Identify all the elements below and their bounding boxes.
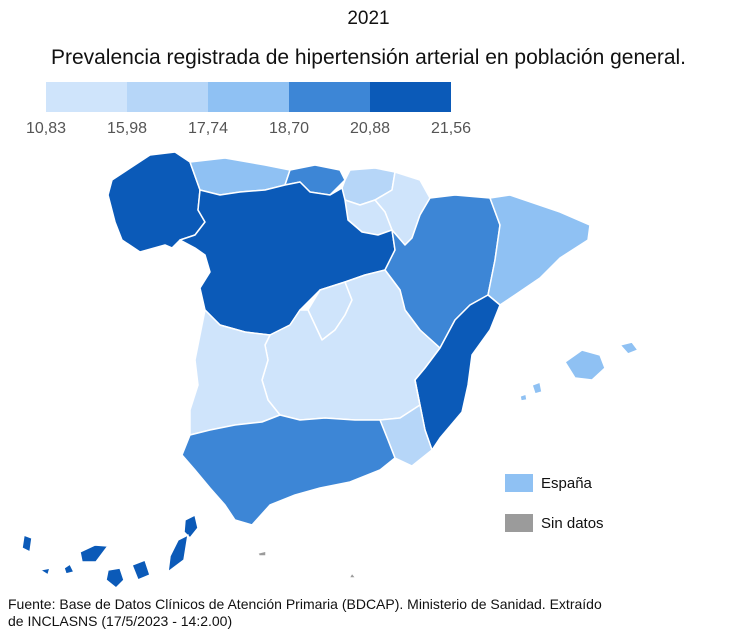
region-andalucia[interactable] xyxy=(181,414,396,526)
region-canarias-el-hierro[interactable] xyxy=(39,567,51,576)
key-no-data-label: Sin datos xyxy=(541,514,604,532)
legend-bin-5 xyxy=(370,82,451,112)
key-spain: España xyxy=(505,474,592,492)
source-note: Fuente: Base de Datos Clínicos de Atenci… xyxy=(8,596,602,629)
color-legend xyxy=(46,82,451,112)
legend-label: 15,98 xyxy=(106,120,148,137)
region-canarias-tenerife[interactable] xyxy=(79,544,109,563)
legend-label: 21,56 xyxy=(430,120,472,137)
legend-labels: 10,83 15,98 17,74 18,70 20,88 21,56 xyxy=(0,120,737,142)
region-melilla[interactable] xyxy=(348,572,357,579)
legend-bin-1 xyxy=(46,82,127,112)
region-cataluna[interactable] xyxy=(487,194,591,306)
key-no-data: Sin datos xyxy=(505,514,604,532)
region-valencia[interactable] xyxy=(414,294,501,451)
key-spain-swatch xyxy=(505,474,533,492)
key-spain-label: España xyxy=(541,474,592,492)
region-baleares-menorca[interactable] xyxy=(619,341,639,355)
map-year: 2021 xyxy=(347,8,390,29)
map-title: Prevalencia registrada de hipertensión a… xyxy=(50,46,687,69)
region-baleares-ibiza[interactable] xyxy=(531,381,543,395)
region-ceuta[interactable] xyxy=(257,550,267,557)
legend-bin-2 xyxy=(127,82,208,112)
region-canarias-gran-canaria[interactable] xyxy=(131,559,151,581)
legend-label: 18,70 xyxy=(268,120,310,137)
region-canarias-fuerteventura[interactable] xyxy=(167,534,189,573)
region-canarias-la-gomera[interactable] xyxy=(63,563,75,575)
legend-label: 10,83 xyxy=(25,120,67,137)
legend-label: 17,74 xyxy=(187,120,229,137)
legend-bin-3 xyxy=(208,82,289,112)
key-no-data-swatch xyxy=(505,514,533,532)
region-canarias-lanzarote[interactable] xyxy=(183,514,199,539)
region-baleares-formentera[interactable] xyxy=(519,393,528,402)
spain-map xyxy=(21,151,639,589)
legend-label: 20,88 xyxy=(349,120,391,137)
region-canarias-isla-extra[interactable] xyxy=(105,567,125,589)
region-canarias-la-palma[interactable] xyxy=(21,534,33,553)
legend-bin-4 xyxy=(289,82,370,112)
region-baleares-mallorca[interactable] xyxy=(564,349,606,381)
